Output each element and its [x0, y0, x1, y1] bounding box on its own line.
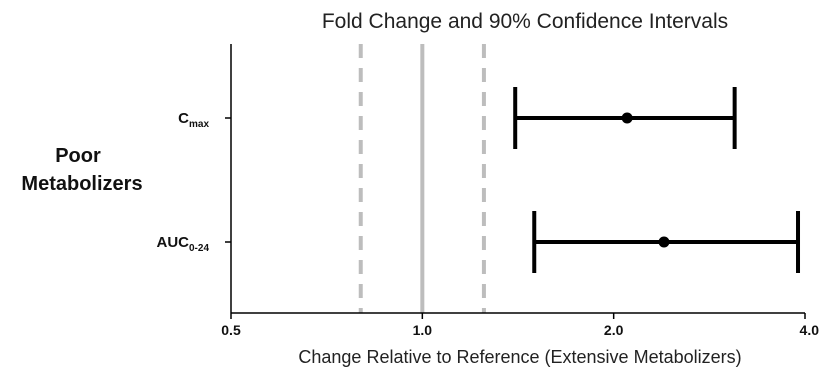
x-axis-label: Change Relative to Reference (Extensive … — [298, 347, 741, 367]
group-label-line-1: Poor — [55, 145, 101, 167]
category-label-sub-1: 0-24 — [189, 243, 209, 254]
plot-area: 0.5 1.0 2.0 4.0 Cmax AUC0-24 — [156, 44, 819, 338]
point-estimate-0 — [621, 112, 633, 124]
category-label-1: AUC0-24 — [156, 234, 209, 254]
x-tick-label-0: 0.5 — [221, 322, 241, 338]
x-tick-label-2: 2.0 — [604, 322, 624, 338]
category-label-sub-0: max — [189, 119, 209, 130]
group-label: Poor Metabolizers — [21, 145, 142, 195]
group-label-line-2: Metabolizers — [21, 173, 142, 195]
category-label-0: Cmax — [178, 110, 209, 130]
x-tick-label-3: 4.0 — [800, 322, 819, 338]
point-estimate-1 — [658, 236, 670, 248]
category-label-main-0: C — [178, 110, 189, 127]
x-tick-label-1: 1.0 — [413, 322, 433, 338]
category-label-main-1: AUC — [156, 234, 189, 251]
chart-title: Fold Change and 90% Confidence Intervals — [322, 10, 728, 33]
